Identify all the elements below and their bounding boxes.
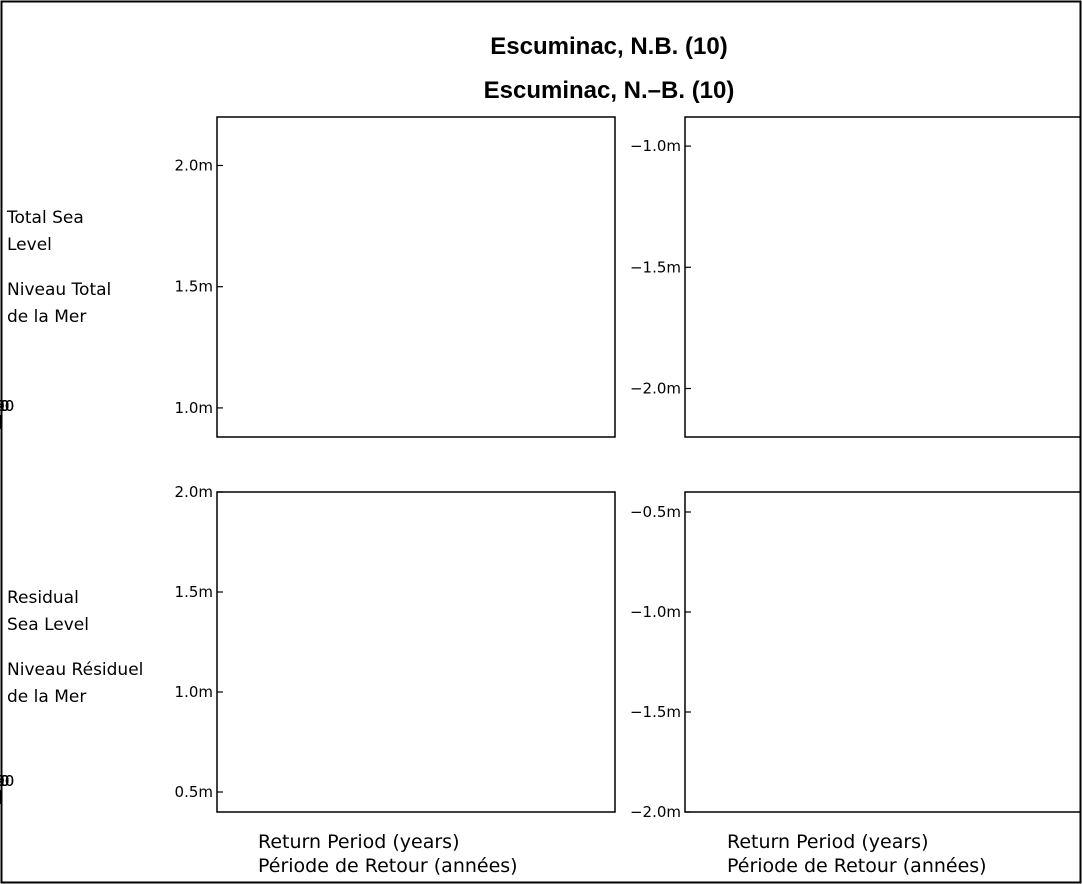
x-tick-label: 100 [0, 772, 14, 790]
x-tick-label: 10 [0, 397, 10, 415]
x-axis-label-right-french: Période de Retour (années) [727, 855, 987, 877]
y-tick-label: 2.0m [175, 483, 213, 501]
y-tick-label: 1.0m [175, 683, 213, 701]
x-tick-label: 2 [0, 397, 5, 415]
y-tick-label: −1.0m [630, 137, 681, 155]
panel-total-sea-level-min: −1.0m −1.5m −2.0m 251040100 [0, 116, 1080, 438]
y-tick-label: −2.0m [630, 803, 681, 821]
x-tick-label: 5 [0, 397, 5, 415]
x-tick-label: 40 [0, 772, 10, 790]
row-label-total-line-3: Niveau Total [7, 280, 111, 300]
row-label-residual-line-1: Residual [7, 588, 79, 608]
plot-frame [216, 116, 616, 438]
x-tick-label: 5 [0, 772, 5, 790]
x-tick-label: 10 [0, 772, 10, 790]
x-tick-label: 2 [0, 772, 5, 790]
x-axis-label-left-english: Return Period (years) [258, 831, 460, 853]
x-tick-label: 40 [0, 397, 10, 415]
y-tick-label: −0.5m [630, 503, 681, 521]
x-tick-label: 100 [0, 397, 14, 415]
y-tick-label: 2.0m [175, 156, 213, 174]
y-tick-label: 0.5m [175, 783, 213, 801]
plot-frame [216, 491, 616, 813]
figure-title-french: Escuminac, N.–B. (10) [484, 77, 735, 104]
row-label-total: Total Sea Level Niveau Total de la Mer [6, 208, 117, 327]
x-axis-label-left: Return Period (years) Période de Retour … [258, 831, 518, 877]
panel-total-sea-level-max: 1.0m 1.5m 2.0m 251040100 [0, 116, 616, 438]
panel-residual-sea-level-min: −0.5m −1.0m −1.5m −2.0m 251040100 [0, 491, 1080, 821]
y-tick-label: 1.5m [175, 278, 213, 296]
row-label-residual-line-3: Niveau Résiduel [7, 660, 143, 680]
x-tick-label: 40 [0, 772, 10, 790]
plot-frame [684, 116, 1080, 438]
y-tick-label: 1.5m [175, 583, 213, 601]
y-tick-label: 1.0m [175, 399, 213, 417]
x-tick-label: 10 [0, 772, 10, 790]
row-label-residual: Residual Sea Level Niveau Résiduel de la… [7, 588, 149, 707]
x-tick-label: 5 [0, 397, 5, 415]
x-axis-label-left-french: Période de Retour (années) [258, 855, 518, 877]
x-tick-label: 100 [0, 397, 14, 415]
x-tick-label: 5 [0, 772, 5, 790]
row-label-total-line-4: de la Mer [7, 307, 86, 327]
y-tick-label: −2.0m [630, 380, 681, 398]
row-label-total-line-1: Total Sea [6, 208, 84, 228]
x-axis-label-right: Return Period (years) Période de Retour … [727, 831, 987, 877]
panel-residual-sea-level-max: 0.5m 1.0m 1.5m 2.0m 251040100 [0, 483, 616, 813]
x-tick-label: 2 [0, 772, 5, 790]
row-label-total-line-2: Level [7, 235, 52, 255]
plot-frame [684, 491, 1080, 813]
figure-title-english: Escuminac, N.B. (10) [490, 33, 727, 60]
y-tick-label: −1.5m [630, 703, 681, 721]
y-tick-label: −1.0m [630, 603, 681, 621]
x-tick-label: 100 [0, 772, 14, 790]
row-label-residual-line-4: de la Mer [7, 687, 86, 707]
row-label-residual-line-2: Sea Level [7, 615, 89, 635]
x-tick-label: 10 [0, 397, 10, 415]
x-tick-label: 40 [0, 397, 10, 415]
x-tick-label: 2 [0, 397, 5, 415]
y-tick-label: −1.5m [630, 258, 681, 276]
x-axis-label-right-english: Return Period (years) [727, 831, 929, 853]
